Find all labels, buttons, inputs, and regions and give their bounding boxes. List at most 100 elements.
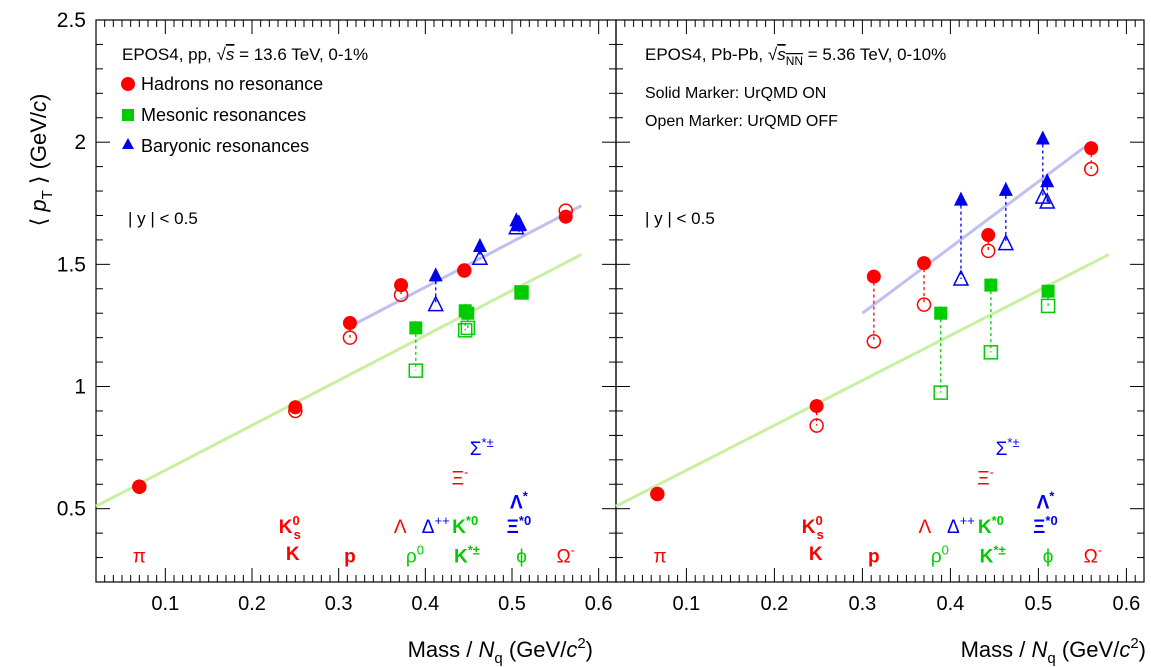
particle-symbol: Σ [470,439,482,460]
x-tick-label: 0.3 [848,593,876,615]
y-axis-title-p: p [26,199,51,212]
y-axis-title-sub: T [39,190,56,199]
open-marker [866,334,882,349]
particle-label: π [133,546,146,567]
fit-line [95,253,583,508]
particle-symbol: ϕ [516,546,527,567]
particle-symbol: ρ [406,546,417,567]
particle-label: K0 s [802,513,824,542]
particle-symbol: π [133,546,146,567]
particle-superscript: *± [993,542,1005,557]
y-axis-title-end: ) [26,94,51,101]
particle-superscript: *± [481,435,493,450]
x-tick-label: 0.1 [151,593,179,615]
open-marker [460,320,476,336]
particle-label: Λ [394,517,407,538]
particle-symbol: Λ [510,493,523,514]
particle-symbol: Λ [919,517,932,538]
open-marker [342,330,358,345]
open-marker [997,233,1015,251]
particle-label: ϕ [1043,546,1054,567]
particle-superscript: * [523,489,529,504]
y-tick-label: 1 [74,376,86,399]
particle-label: K*± [454,542,480,567]
particle-symbol: p [344,546,356,567]
solid-marker [1040,173,1055,188]
x-tick-label: 0.2 [760,593,788,615]
open-marker [457,323,473,338]
x-tick-label: 0.2 [238,593,266,615]
solid-marker [1035,130,1050,145]
solid-marker [984,278,998,292]
particle-label: p [868,546,880,567]
legend: Hadrons no resonance Mesonic resonances … [121,74,323,156]
particle-symbol: ϕ [1043,546,1054,567]
solid-marker [1041,284,1055,298]
solid-marker [428,267,443,282]
particle-label: Ξ*0 [507,513,532,538]
legend-baryons-label: Baryonic resonances [141,136,309,156]
solid-marker [1084,141,1099,156]
particle-superscript: *0 [466,513,478,528]
left-info-line1: EPOS4, pp, √s = 13.6 TeV, 0-1% [122,45,368,64]
particle-symbol: Ω [556,546,570,567]
legend-mesons-label: Mesonic resonances [141,105,306,125]
particle-superscript: 0 [293,513,300,528]
left-rapidity: | y | < 0.5 [128,209,198,228]
particle-symbol: π [653,546,666,567]
particle-symbol: K [809,544,823,565]
solid-marker [650,487,665,502]
solid-marker [472,238,487,253]
open-marker [1040,298,1056,314]
particle-symbol: Σ [996,439,1008,460]
particle-superscript: ++ [960,513,975,528]
particle-superscript: *0 [1045,513,1057,528]
open-marker [916,297,932,312]
particle-symbol: K [279,517,293,538]
particle-symbol: Ξ [452,468,464,489]
solid-marker [457,263,472,278]
x-tick-label: 0.4 [936,593,964,615]
particle-label: π [653,546,666,567]
particle-label: ρ0 [406,542,424,567]
particle-symbol: Λ [1037,493,1050,514]
particle-label: K [286,544,300,565]
right-rapidity: | y | < 0.5 [645,209,715,228]
particle-label: Λ [919,517,932,538]
particle-label: K0 s [279,513,301,542]
solid-marker [394,278,409,293]
particle-symbol: K [286,544,300,565]
particle-symbol: ρ [931,546,942,567]
particle-label: K [809,544,823,565]
solid-marker [934,306,948,320]
solid-marker [558,209,573,224]
particle-superscript: - [464,464,468,479]
particle-label: Ξ*0 [1033,513,1058,538]
particle-label: Ω- [556,542,575,567]
open-marker [933,385,948,400]
x-tick-label: 0.6 [585,593,613,615]
x-tick-label: 0.4 [411,593,439,615]
y-tick-label: 1.5 [57,253,86,276]
particle-superscript: *± [468,542,480,557]
particle-label: K*0 [978,513,1004,538]
particle-symbol: K [802,517,816,538]
particle-label: Σ*± [996,435,1020,460]
particle-superscript: *± [1007,435,1019,450]
particle-subscript: s [817,527,824,542]
particle-superscript: - [1098,542,1102,557]
solid-marker [953,191,968,206]
particle-superscript: 0 [815,513,822,528]
y-tick-label: 0.5 [57,498,86,521]
solid-marker [866,269,881,284]
particle-superscript: *0 [519,513,531,528]
particle-symbol: K [980,546,994,567]
y-axis-title-close: ⟩ (GeV/ [26,111,51,190]
solid-marker [917,256,931,271]
legend-mesons-marker [122,109,134,121]
legend-hadrons-marker [121,77,135,91]
open-marker [1038,192,1056,209]
solid-marker [515,285,529,299]
y-tick-label: 2 [74,131,86,154]
particle-label: Δ++ [422,513,450,538]
